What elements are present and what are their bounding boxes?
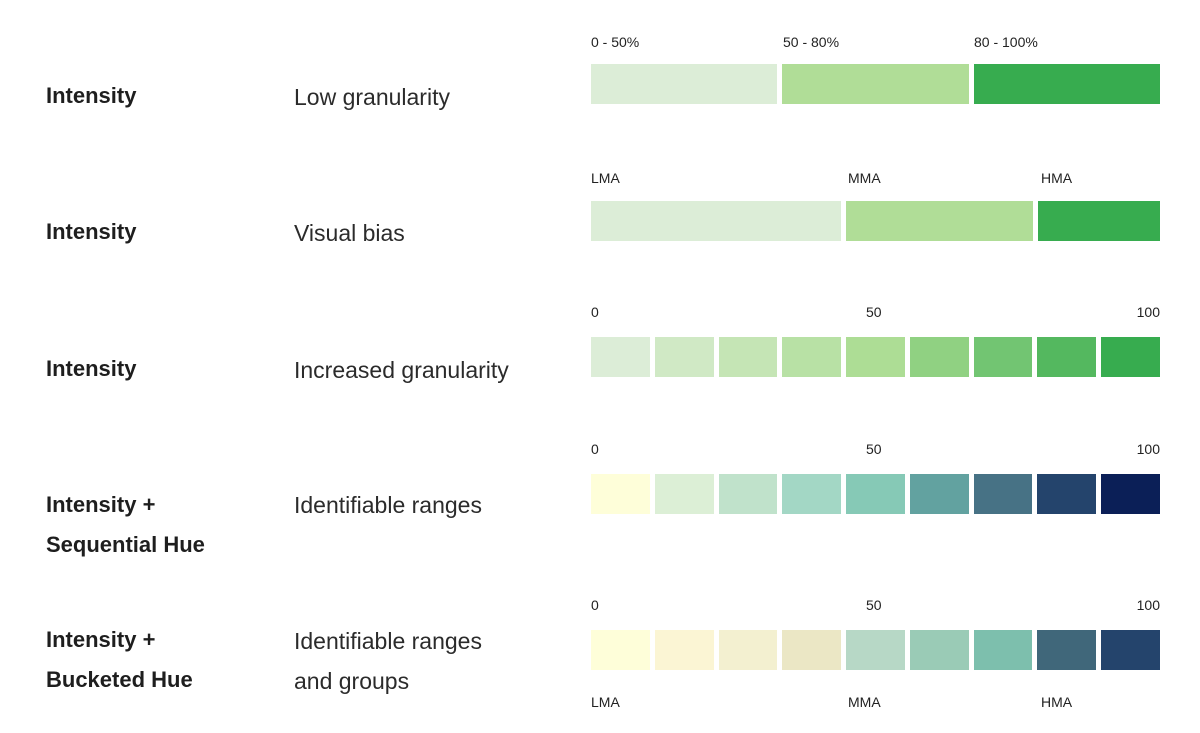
category-line: Sequential Hue — [46, 532, 205, 557]
color-swatch-9 — [1101, 630, 1161, 670]
color-swatch-4 — [782, 337, 842, 377]
color-swatch-3 — [718, 474, 778, 514]
color-swatch-1 — [591, 201, 841, 241]
scale-label-bottom-end: HMA — [1041, 694, 1073, 710]
color-scale-bar — [591, 630, 1161, 670]
color-scale-bar — [591, 337, 1161, 377]
row-category: Intensity + Bucketed Hue — [46, 620, 193, 700]
color-scale-bar — [591, 201, 1160, 241]
description-line: Increased granularity — [294, 357, 509, 383]
scale-label-end: 100 — [1136, 304, 1160, 320]
color-swatch-6 — [909, 337, 969, 377]
color-swatch-1 — [591, 337, 650, 377]
color-swatch-2 — [782, 64, 969, 104]
category-line: Intensity — [46, 219, 137, 244]
color-swatch-5 — [846, 630, 905, 670]
scale-label-end: 100 — [1136, 441, 1160, 457]
color-scale-bar — [591, 64, 1160, 104]
description-line: Identifiable ranges — [294, 628, 482, 654]
color-swatch-8 — [1037, 630, 1097, 670]
category-line: Intensity — [46, 356, 137, 381]
scale-label-start: 0 - 50% — [591, 34, 640, 50]
color-swatch-8 — [1037, 337, 1097, 377]
description-line: Visual bias — [294, 220, 405, 246]
color-swatch-3 — [718, 630, 778, 670]
color-swatch-5 — [846, 337, 905, 377]
scale-label-start: 0 — [591, 304, 599, 320]
row-description: Identifiable ranges and groups — [294, 621, 482, 701]
row-description: Identifiable ranges — [294, 485, 482, 525]
color-scale-bar — [591, 474, 1161, 514]
row-category: Intensity — [46, 349, 136, 389]
color-swatch-4 — [782, 474, 842, 514]
color-swatch-9 — [1101, 474, 1161, 514]
color-swatch-1 — [591, 474, 650, 514]
color-swatch-2 — [654, 474, 714, 514]
row-description: Increased granularity — [294, 350, 509, 390]
category-line: Intensity + — [46, 627, 156, 652]
row-description: Visual bias — [294, 213, 405, 253]
scale-label-mid: MMA — [848, 170, 881, 186]
color-swatch-2 — [846, 201, 1033, 241]
scale-label-mid: 50 — [866, 597, 882, 613]
color-swatch-9 — [1101, 337, 1161, 377]
scale-label-mid: 50 - 80% — [783, 34, 840, 50]
description-line: and groups — [294, 668, 410, 694]
scale-label-end: 80 - 100% — [974, 34, 1038, 50]
color-swatch-7 — [973, 474, 1033, 514]
color-swatch-6 — [909, 474, 969, 514]
category-line: Intensity — [46, 83, 137, 108]
row-category: Intensity — [46, 76, 136, 116]
color-swatch-4 — [782, 630, 842, 670]
description-line: Identifiable ranges — [294, 492, 482, 518]
row-description: Low granularity — [294, 77, 450, 117]
color-swatch-8 — [1037, 474, 1097, 514]
scale-label-start: LMA — [591, 170, 620, 186]
category-line: Bucketed Hue — [46, 667, 193, 692]
color-swatch-7 — [973, 337, 1033, 377]
color-swatch-3 — [718, 337, 778, 377]
category-line: Intensity + — [46, 492, 156, 517]
color-swatch-2 — [654, 630, 714, 670]
description-line: Low granularity — [294, 84, 450, 110]
scale-label-end: 100 — [1136, 597, 1160, 613]
color-swatch-3 — [1038, 201, 1160, 241]
scale-label-start: 0 — [591, 441, 599, 457]
row-category: Intensity — [46, 212, 136, 252]
color-swatch-5 — [846, 474, 905, 514]
scale-label-bottom-start: LMA — [591, 694, 620, 710]
scale-label-bottom-mid: MMA — [848, 694, 881, 710]
scale-label-mid: 50 — [866, 304, 882, 320]
color-swatch-6 — [909, 630, 969, 670]
scale-label-mid: 50 — [866, 441, 882, 457]
color-swatch-1 — [591, 64, 778, 104]
row-category: Intensity + Sequential Hue — [46, 485, 205, 565]
scale-label-start: 0 — [591, 597, 599, 613]
color-swatch-3 — [973, 64, 1160, 104]
color-swatch-2 — [654, 337, 714, 377]
color-swatch-7 — [973, 630, 1033, 670]
color-swatch-1 — [591, 630, 650, 670]
scale-label-end: HMA — [1041, 170, 1073, 186]
